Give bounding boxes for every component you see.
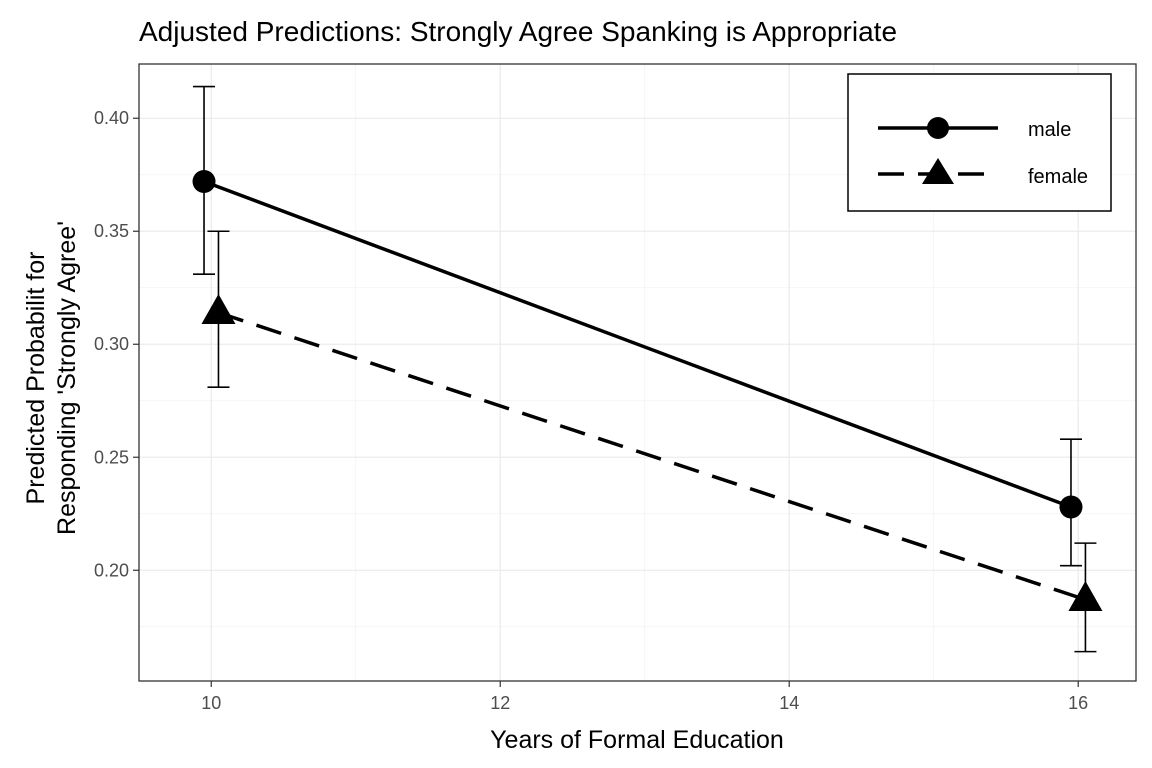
x-axis: 10 12 14 16 — [201, 681, 1088, 713]
legend-box — [847, 73, 1112, 212]
y-axis-title-line2: Responding 'Strongly Agree' — [53, 221, 81, 535]
y-axis-title: Predicted Probabilit for Responding 'Str… — [22, 221, 81, 535]
legend-female-marker — [922, 158, 954, 184]
y-tick-label: 0.20 — [94, 560, 129, 580]
male-line — [203, 179, 1072, 509]
chart-title: Adjusted Predictions: Strongly Agree Spa… — [139, 16, 897, 47]
y-tick-label: 0.40 — [94, 108, 129, 128]
y-tick-label: 0.35 — [94, 221, 129, 241]
series-female — [201, 230, 1103, 653]
y-axis: 0.20 0.25 0.30 0.35 0.40 — [94, 108, 139, 580]
legend-male-label: male — [1028, 119, 1071, 141]
y-tick-label: 0.30 — [94, 334, 129, 354]
x-axis-title: Years of Formal Education — [490, 726, 784, 754]
x-tick-label: 14 — [779, 693, 799, 713]
y-axis-title-line1: Predicted Probabilit for — [22, 252, 50, 505]
series-male — [192, 85, 1083, 567]
x-tick-label: 12 — [490, 693, 510, 713]
x-tick-label: 10 — [201, 693, 221, 713]
legend-female-label: female — [1028, 166, 1088, 188]
male-point — [192, 170, 216, 194]
y-tick-label: 0.25 — [94, 447, 129, 467]
male-point — [1059, 495, 1083, 519]
female-point — [201, 294, 236, 325]
plot-area — [192, 85, 1103, 653]
x-tick-label: 16 — [1068, 693, 1088, 713]
legend: male female — [847, 73, 1112, 212]
panel-border — [138, 63, 1137, 682]
female-point — [1068, 581, 1103, 612]
legend-male-marker — [927, 117, 949, 139]
female-line — [217, 310, 1086, 602]
